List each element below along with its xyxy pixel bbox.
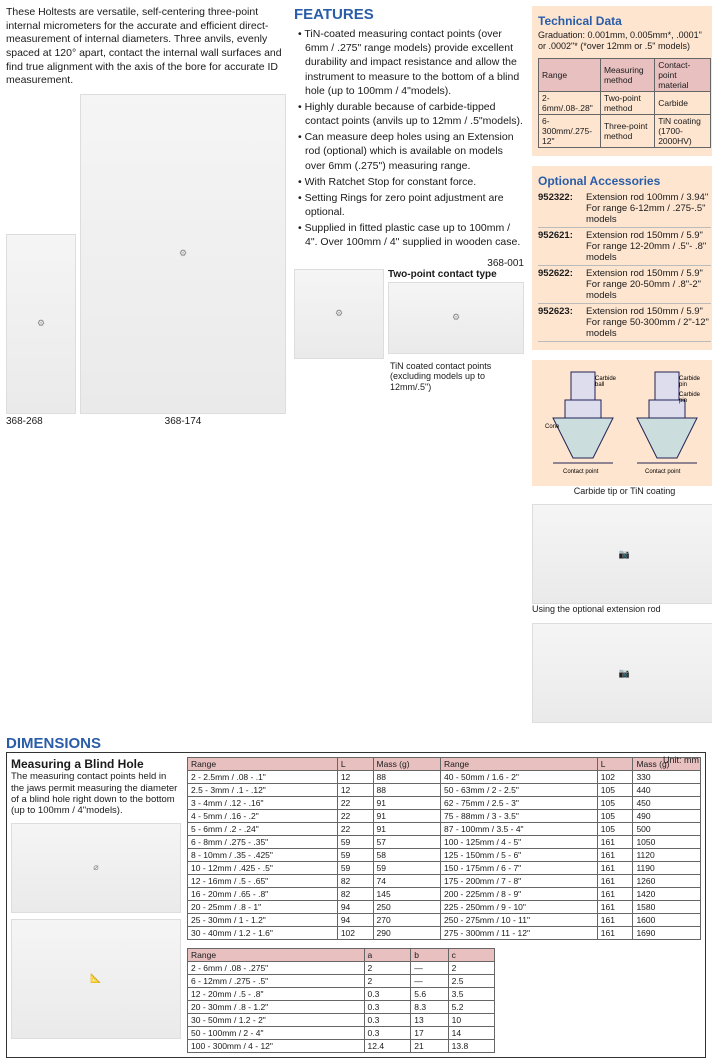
technical-data-panel: Technical Data Graduation: 0.001mm, 0.00… — [532, 6, 712, 156]
svg-text:Contact point: Contact point — [645, 469, 681, 475]
caption-001: 368-001 — [294, 258, 524, 269]
feature-item: Setting Rings for zero point adjustment … — [298, 191, 524, 219]
carbide-note: Carbide tip or TiN coating — [532, 486, 712, 497]
accessory-row: 952622:Extension rod 150mm / 5.9" For ra… — [538, 266, 711, 304]
tech-head: Technical Data — [538, 14, 711, 28]
svg-text:Cone: Cone — [545, 424, 560, 430]
feature-item: Supplied in fitted plastic case up to 10… — [298, 221, 524, 249]
blind-hole-title: Measuring a Blind Hole — [11, 757, 181, 771]
two-point-label: Two-point contact type — [388, 269, 524, 280]
svg-text:pin: pin — [679, 398, 687, 404]
product-image-268: ⚙ — [6, 234, 76, 414]
dimensions-heading: DIMENSIONS — [6, 735, 706, 752]
accessories-panel: Optional Accessories 952322:Extension ro… — [532, 166, 712, 350]
accessory-row: 952621:Extension rod 150mm / 5.9" For ra… — [538, 228, 711, 266]
dim-table-1: RangeLMass (g)RangeLMass (g) 2 - 2.5mm /… — [187, 757, 701, 940]
accessory-row: 952623:Extension rod 150mm / 5.9" For ra… — [538, 304, 711, 342]
extension-rod-photo: 📷 — [532, 504, 712, 604]
dimensions-block: Unit: mm Measuring a Blind Hole The meas… — [6, 752, 706, 1058]
caption-174: 368-174 — [80, 416, 286, 427]
blind-hole-diagram: ⌀ — [11, 823, 181, 913]
contact-diagram-left: Cone Carbide ball Contact point — [543, 368, 623, 478]
features-list: TiN-coated measuring contact points (ove… — [298, 27, 524, 252]
feature-item: Highly durable because of carbide-tipped… — [298, 100, 524, 128]
tin-note: TiN coated contact points (excluding mod… — [390, 361, 524, 393]
feature-item: TiN-coated measuring contact points (ove… — [298, 27, 524, 98]
product-image-174: ⚙ — [80, 94, 286, 414]
svg-text:pin: pin — [679, 382, 687, 388]
feature-item: With Ratchet Stop for constant force. — [298, 175, 524, 189]
blind-hole-text: The measuring contact points held in the… — [11, 771, 181, 817]
features-heading: FEATURES — [294, 6, 524, 23]
ext-rod-caption: Using the optional extension rod — [532, 604, 712, 615]
svg-text:ball: ball — [595, 382, 604, 388]
feature-item: Can measure deep holes using an Extensio… — [298, 130, 524, 173]
application-photo: 📷 — [532, 623, 712, 723]
contact-diagram-right: Carbide pin Carbide pin Contact point — [627, 368, 707, 478]
acc-head: Optional Accessories — [538, 174, 711, 188]
dim-table-2: Rangeabc 2 - 6mm / .08 - .275"2—26 - 12m… — [187, 948, 495, 1053]
svg-text:Contact point: Contact point — [563, 469, 599, 475]
unit-label: Unit: mm — [663, 755, 699, 765]
dimension-diagram: 📐 — [11, 919, 181, 1039]
tech-sub: Graduation: 0.001mm, 0.005mm*, .0001" or… — [538, 30, 711, 52]
product-image-001: ⚙ — [294, 269, 384, 359]
contact-diagram-panel: Cone Carbide ball Contact point Carbide … — [532, 360, 712, 486]
intro-text: These Holtests are versatile, self-cente… — [6, 6, 286, 88]
accessory-row: 952322:Extension rod 100mm / 3.94" For r… — [538, 190, 711, 228]
tech-table: RangeMeasuring methodContact-point mater… — [538, 58, 711, 148]
caption-268: 368-268 — [6, 416, 76, 427]
two-point-image: ⚙ — [388, 282, 524, 354]
